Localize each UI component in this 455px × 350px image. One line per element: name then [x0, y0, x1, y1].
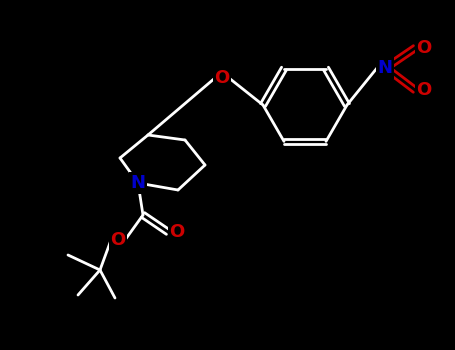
- Text: N: N: [131, 174, 146, 192]
- Text: O: O: [169, 223, 185, 241]
- Text: O: O: [111, 231, 126, 249]
- Text: N: N: [378, 59, 393, 77]
- Text: O: O: [416, 39, 432, 57]
- Text: O: O: [416, 81, 432, 99]
- Text: O: O: [214, 69, 230, 87]
